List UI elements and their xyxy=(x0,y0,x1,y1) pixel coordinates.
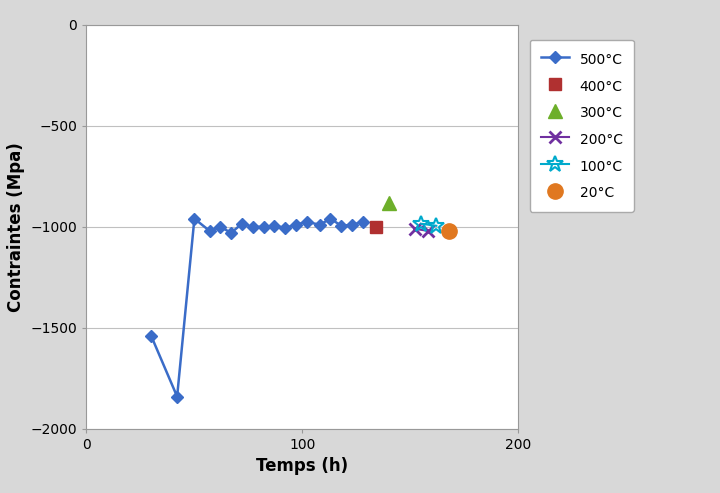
500°C xyxy=(302,219,311,225)
500°C xyxy=(227,230,235,236)
Legend: 500°C, 400°C, 300°C, 200°C, 100°C, 20°C: 500°C, 400°C, 300°C, 200°C, 100°C, 20°C xyxy=(530,39,634,212)
500°C xyxy=(147,333,156,339)
500°C xyxy=(248,224,257,230)
500°C xyxy=(190,216,199,222)
Line: 500°C: 500°C xyxy=(147,214,367,401)
500°C xyxy=(259,224,268,230)
500°C xyxy=(337,223,346,229)
500°C xyxy=(205,228,214,234)
500°C xyxy=(281,225,289,231)
500°C xyxy=(315,222,324,228)
Y-axis label: Contraintes (Mpa): Contraintes (Mpa) xyxy=(7,142,25,312)
500°C xyxy=(359,219,367,225)
500°C xyxy=(270,223,279,229)
Line: 200°C: 200°C xyxy=(408,222,434,237)
500°C xyxy=(348,222,356,228)
500°C xyxy=(173,393,181,399)
500°C xyxy=(292,222,300,228)
Line: 100°C: 100°C xyxy=(413,215,445,234)
100°C xyxy=(417,221,426,227)
500°C xyxy=(216,224,225,230)
500°C xyxy=(326,216,335,222)
X-axis label: Temps (h): Temps (h) xyxy=(256,458,348,475)
200°C xyxy=(423,228,432,234)
200°C xyxy=(410,226,419,232)
500°C xyxy=(238,221,246,227)
100°C xyxy=(432,223,441,229)
